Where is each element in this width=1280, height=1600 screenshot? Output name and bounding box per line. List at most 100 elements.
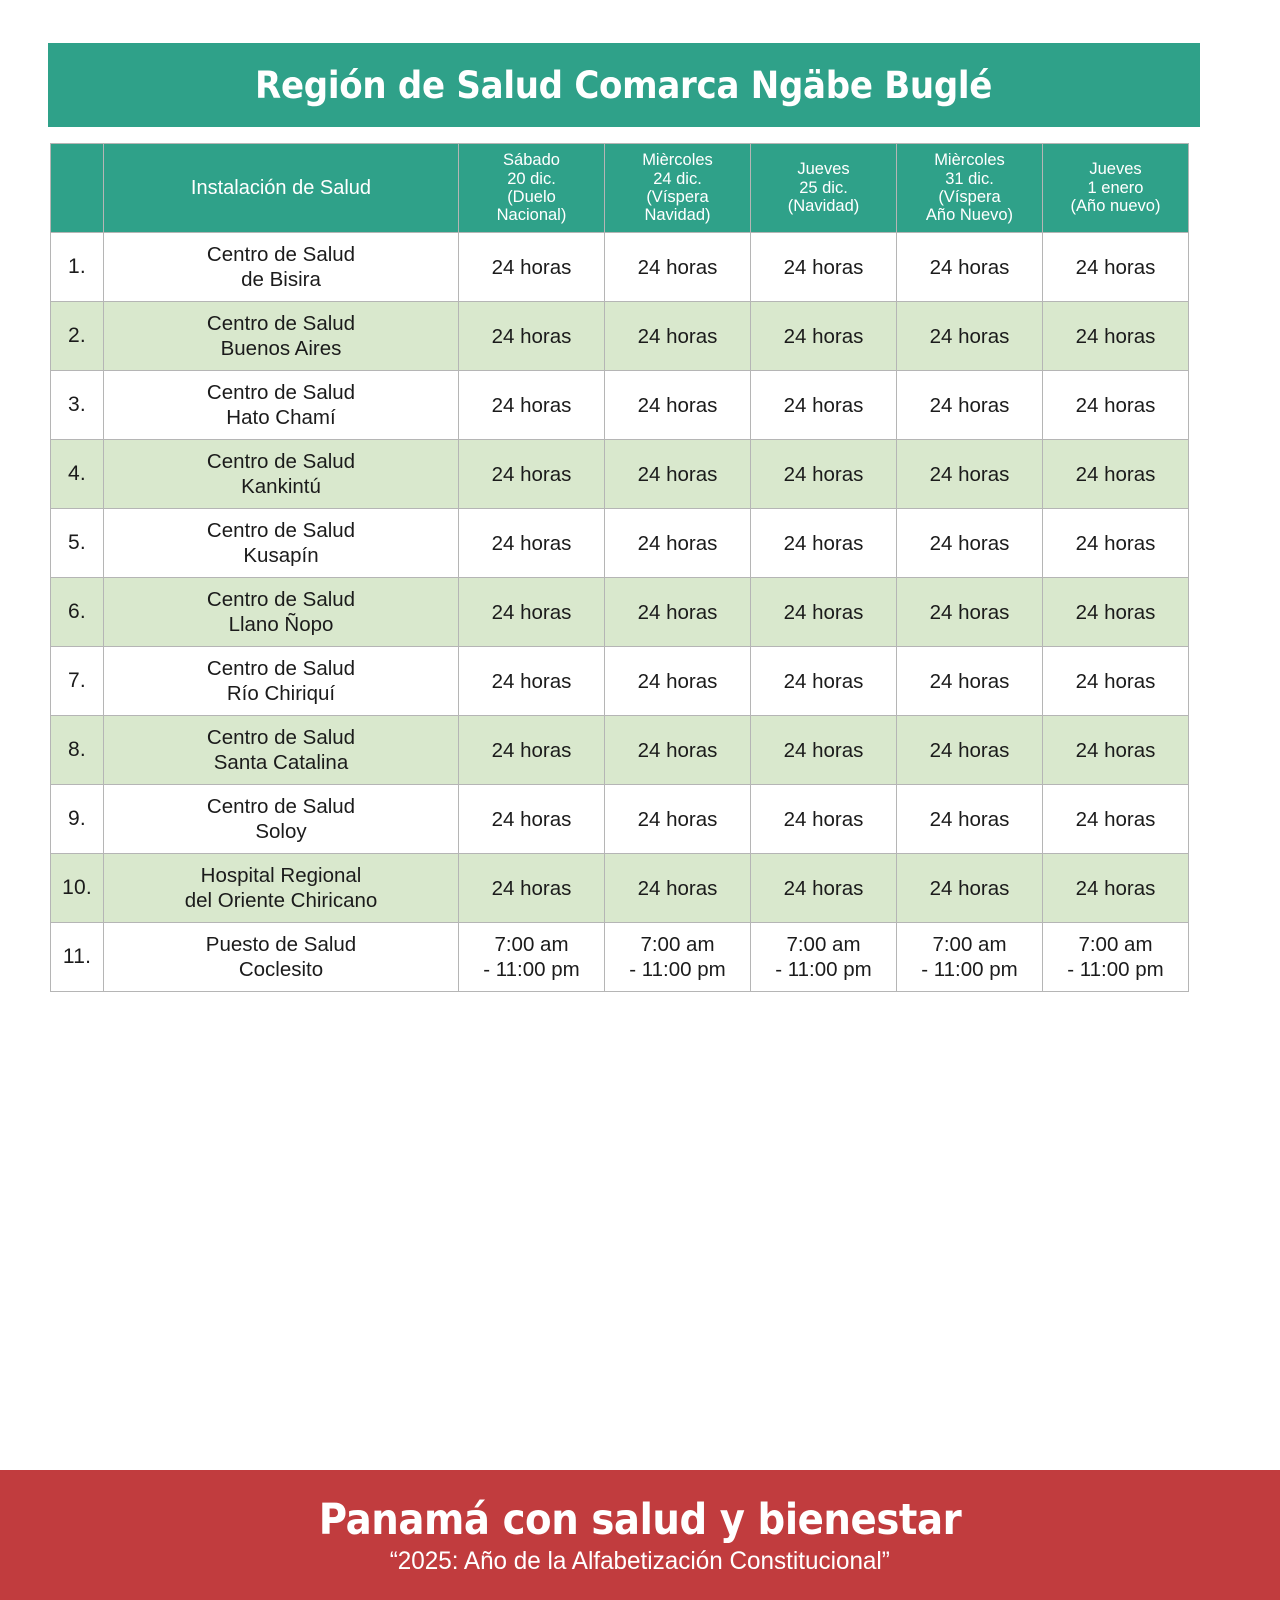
table-row: 9. Centro de Salud Soloy 24 horas 24 horas 24… <box>50 784 1189 854</box>
day-note: (Navidad) <box>787 197 860 216</box>
schedule-line1: 24 horas <box>491 324 572 348</box>
schedule-cell: 24 horas <box>750 784 897 854</box>
facility-name-line2: Buenos Aires <box>220 337 342 360</box>
schedule-line1: 24 horas <box>783 255 864 279</box>
day-note2: Navidad) <box>644 206 711 225</box>
schedule-line1: 7:00 am <box>1078 933 1153 956</box>
table-header-row: Instalación de Salud Sábado 20 dic. (Due… <box>50 143 1189 233</box>
table-body: 1. Centro de Salud de Bisira 24 horas 24 hor… <box>50 232 1189 992</box>
facility-name: Centro de Salud de Bisira <box>103 232 459 302</box>
facility-name-line1: Centro de Salud <box>206 450 356 473</box>
page-title: Región de Salud Comarca Ngäbe Buglé <box>255 63 993 107</box>
footer-subtitle: “2025: Año de la Alfabetización Constitu… <box>389 1546 891 1575</box>
facility-name-line1: Centro de Salud <box>206 588 356 611</box>
schedule-cell: 24 horas <box>896 577 1043 647</box>
day-date: 24 dic. <box>653 169 702 188</box>
schedule-line1: 24 horas <box>1075 462 1156 486</box>
facility-name-line2: Kusapín <box>243 544 319 567</box>
table-row: 8. Centro de Salud Santa Catalina 24 horas 2… <box>50 715 1189 785</box>
schedule-cell: 24 horas <box>896 853 1043 923</box>
day-weekday: Jueves <box>1089 160 1142 179</box>
facility-name: Centro de Salud Kankintú <box>103 439 459 509</box>
facility-name: Centro de Salud Santa Catalina <box>103 715 459 785</box>
table-row: 7. Centro de Salud Río Chiriquí 24 horas 24 … <box>50 646 1189 716</box>
schedule-cell: 24 horas <box>458 715 605 785</box>
table-row: 2. Centro de Salud Buenos Aires 24 horas 24 … <box>50 301 1189 371</box>
facility-name-line1: Centro de Salud <box>206 381 356 404</box>
row-number: 6. <box>50 577 104 647</box>
schedule-cell: 24 horas <box>604 232 751 302</box>
schedule-cell: 24 horas <box>750 853 897 923</box>
schedule-cell: 24 horas <box>1042 508 1189 578</box>
column-header-day-4: Mièrcoles 31 dic. (Víspera Año Nuevo) <box>896 143 1043 233</box>
day-weekday: Sábado <box>503 151 560 170</box>
schedule-line1: 24 horas <box>637 600 718 624</box>
column-header-facility: Instalación de Salud <box>103 143 459 233</box>
schedule-line1: 24 horas <box>929 324 1010 348</box>
schedule-line2: - 11:00 pm <box>1067 958 1164 981</box>
schedule-line1: 7:00 am <box>786 933 861 956</box>
schedule-cell: 24 horas <box>604 508 751 578</box>
schedule-cell: 24 horas <box>604 370 751 440</box>
day-note: (Año nuevo) <box>1070 197 1161 216</box>
schedule-cell: 7:00 am - 11:00 pm <box>604 922 751 992</box>
schedule-line1: 24 horas <box>783 600 864 624</box>
footer-title: Panamá con salud y bienestar <box>318 1494 962 1545</box>
facility-name: Centro de Salud Soloy <box>103 784 459 854</box>
schedule-cell: 24 horas <box>896 784 1043 854</box>
schedule-cell: 24 horas <box>458 784 605 854</box>
schedule-line1: 7:00 am <box>932 933 1007 956</box>
schedule-cell: 24 horas <box>458 853 605 923</box>
schedule-line1: 24 horas <box>1075 807 1156 831</box>
schedule-cell: 24 horas <box>458 508 605 578</box>
schedule-line1: 24 horas <box>783 324 864 348</box>
row-number: 1. <box>50 232 104 302</box>
column-header-day-2: Mièrcoles 24 dic. (Víspera Navidad) <box>604 143 751 233</box>
day-weekday: Mièrcoles <box>642 151 713 170</box>
facility-name-line2: Santa Catalina <box>213 751 349 774</box>
schedule-line1: 24 horas <box>929 876 1010 900</box>
schedule-line1: 24 horas <box>491 393 572 417</box>
schedule-cell: 24 horas <box>1042 370 1189 440</box>
schedule-line1: 24 horas <box>491 876 572 900</box>
schedule-line1: 24 horas <box>637 255 718 279</box>
schedule-cell: 24 horas <box>1042 439 1189 509</box>
schedule-line2: - 11:00 pm <box>921 958 1018 981</box>
facility-name-line2: Llano Ñopo <box>228 613 334 636</box>
facility-name-line2: Hato Chamí <box>226 406 336 429</box>
day-date: 1 enero <box>1087 178 1144 197</box>
day-date: 25 dic. <box>799 178 848 197</box>
schedule-cell: 24 horas <box>1042 646 1189 716</box>
schedule-cell: 24 horas <box>896 646 1043 716</box>
day-weekday: Jueves <box>797 160 850 179</box>
schedule-line2: - 11:00 pm <box>629 958 726 981</box>
facility-name-line1: Hospital Regional <box>200 864 362 887</box>
table-row: 6. Centro de Salud Llano Ñopo 24 horas 24 ho… <box>50 577 1189 647</box>
schedule-line1: 24 horas <box>637 393 718 417</box>
row-number: 10. <box>50 853 104 923</box>
schedule-cell: 24 horas <box>604 784 751 854</box>
facility-name-line1: Centro de Salud <box>206 795 356 818</box>
day-note: (Duelo <box>507 188 556 206</box>
table-row: 4. Centro de Salud Kankintú 24 horas 24 hora… <box>50 439 1189 509</box>
facility-name: Puesto de Salud Coclesito <box>103 922 459 992</box>
schedule-line1: 24 horas <box>1075 393 1156 417</box>
column-header-day-5: Jueves 1 enero (Año nuevo) <box>1042 143 1189 233</box>
schedule-cell: 24 horas <box>896 508 1043 578</box>
schedule-line1: 24 horas <box>929 462 1010 486</box>
schedule-cell: 24 horas <box>458 370 605 440</box>
row-number: 8. <box>50 715 104 785</box>
schedule-line1: 24 horas <box>637 876 718 900</box>
schedule-cell: 24 horas <box>750 232 897 302</box>
schedule-cell: 7:00 am - 11:00 pm <box>750 922 897 992</box>
schedule-cell: 24 horas <box>604 301 751 371</box>
day-weekday: Mièrcoles <box>934 151 1005 170</box>
schedule-line1: 24 horas <box>637 531 718 555</box>
facility-name-line2: Kankintú <box>241 475 321 498</box>
table-header: Instalación de Salud Sábado 20 dic. (Due… <box>50 143 1189 233</box>
schedule-cell: 24 horas <box>1042 784 1189 854</box>
schedule-cell: 24 horas <box>1042 853 1189 923</box>
facility-name-line1: Centro de Salud <box>206 519 356 542</box>
schedule-cell: 24 horas <box>604 577 751 647</box>
schedule-line1: 24 horas <box>783 876 864 900</box>
